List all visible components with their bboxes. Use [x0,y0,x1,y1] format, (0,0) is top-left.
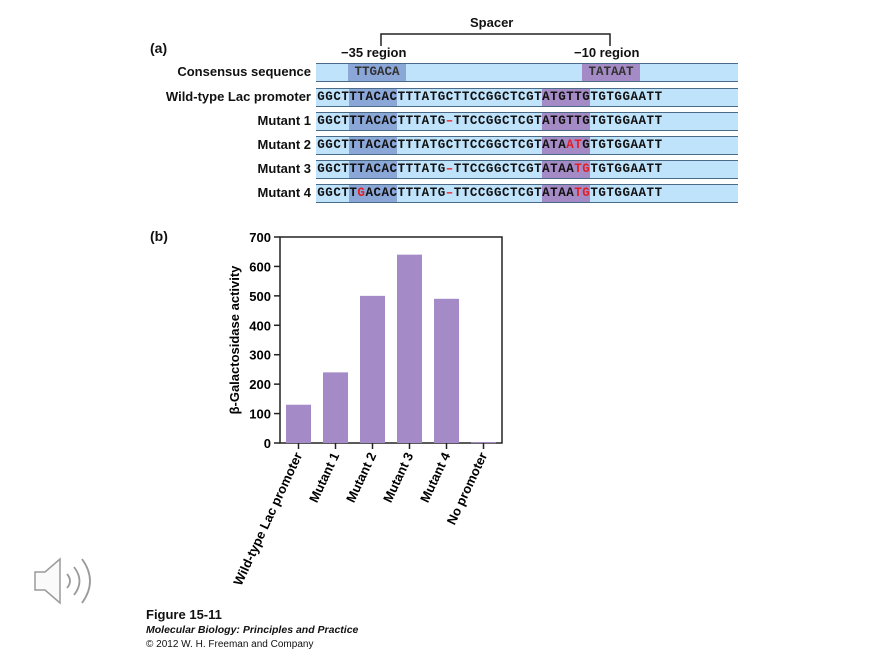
plot-frame [279,236,503,444]
bar-chart: 0 100 200 300 400 500 600 700 β-Galactosidase ac… [227,230,503,588]
sequence-strip [316,112,738,131]
consensus-label: Consensus sequence [177,64,311,79]
row-label: Mutant 1 [257,113,311,128]
sequence-strip [316,184,738,203]
x-tick-label: Mutant 1 [306,450,342,505]
sequence-strip [316,88,738,107]
bar [397,254,422,443]
y-tick-label: 700 [249,230,271,245]
bar [323,372,348,443]
x-tick-label: Wild-type Lac promoter [230,450,305,588]
y-tick-label: 0 [264,436,271,451]
y-tick-label: 100 [249,407,271,422]
x-tick-label: Mutant 4 [417,449,454,504]
y-tick-label: 300 [249,348,271,363]
x-tick-label: Mutant 3 [380,450,416,505]
sequence-strip [316,160,738,179]
speaker-volume-icon[interactable] [32,553,102,609]
figure-title: Figure 15-11 [146,607,222,622]
y-axis-label: β-Galactosidase activity [227,265,242,415]
bar [286,404,311,443]
consensus-10-sequence: TATAAT [588,65,634,79]
bar [360,295,385,443]
sequence-text: GGCTTTACACTTTATGCTTCCGGCTCGTATAATGTGTGGA… [317,137,663,154]
panel-b-label: (b) [150,228,168,244]
y-tick-label: 400 [249,318,271,333]
row-label: Wild-type Lac promoter [165,89,311,104]
region-35-label: −35 region [341,45,407,60]
bar [471,442,496,444]
spacer-bracket [380,33,611,46]
bar [434,298,459,443]
y-tick-label: 500 [249,289,271,304]
figure-copyright: © 2012 W. H. Freeman and Company [146,639,314,650]
sequence-text: GGCTTGACACTTTATG–TTCCGGCTCGTATAATGTGTGGA… [317,185,663,202]
sequence-text: GGCTTTACACTTTATG–TTCCGGCTCGTATAATGTGTGGA… [317,161,663,178]
row-label: Mutant 3 [257,161,311,176]
row-label: Mutant 2 [257,137,311,152]
consensus-35-sequence: TTGACA [354,65,400,79]
row-label: Mutant 4 [257,185,311,200]
y-tick-label: 600 [249,259,271,274]
sequence-text: GGCTTTACACTTTATG–TTCCGGCTCGTATGTTGTGTGGA… [317,113,663,130]
sequence-strip [316,136,738,155]
figure-subtitle: Molecular Biology: Principles and Practi… [146,624,359,636]
spacer-label: Spacer [470,15,514,30]
x-tick-label: Mutant 2 [343,450,379,505]
y-tick-label: 200 [249,377,271,392]
panel-a-label: (a) [150,40,168,56]
sequence-text: GGCTTTACACTTTATGCTTCCGGCTCGTATGTTGTGTGGA… [317,89,663,106]
region-10-label: −10 region [574,45,640,60]
